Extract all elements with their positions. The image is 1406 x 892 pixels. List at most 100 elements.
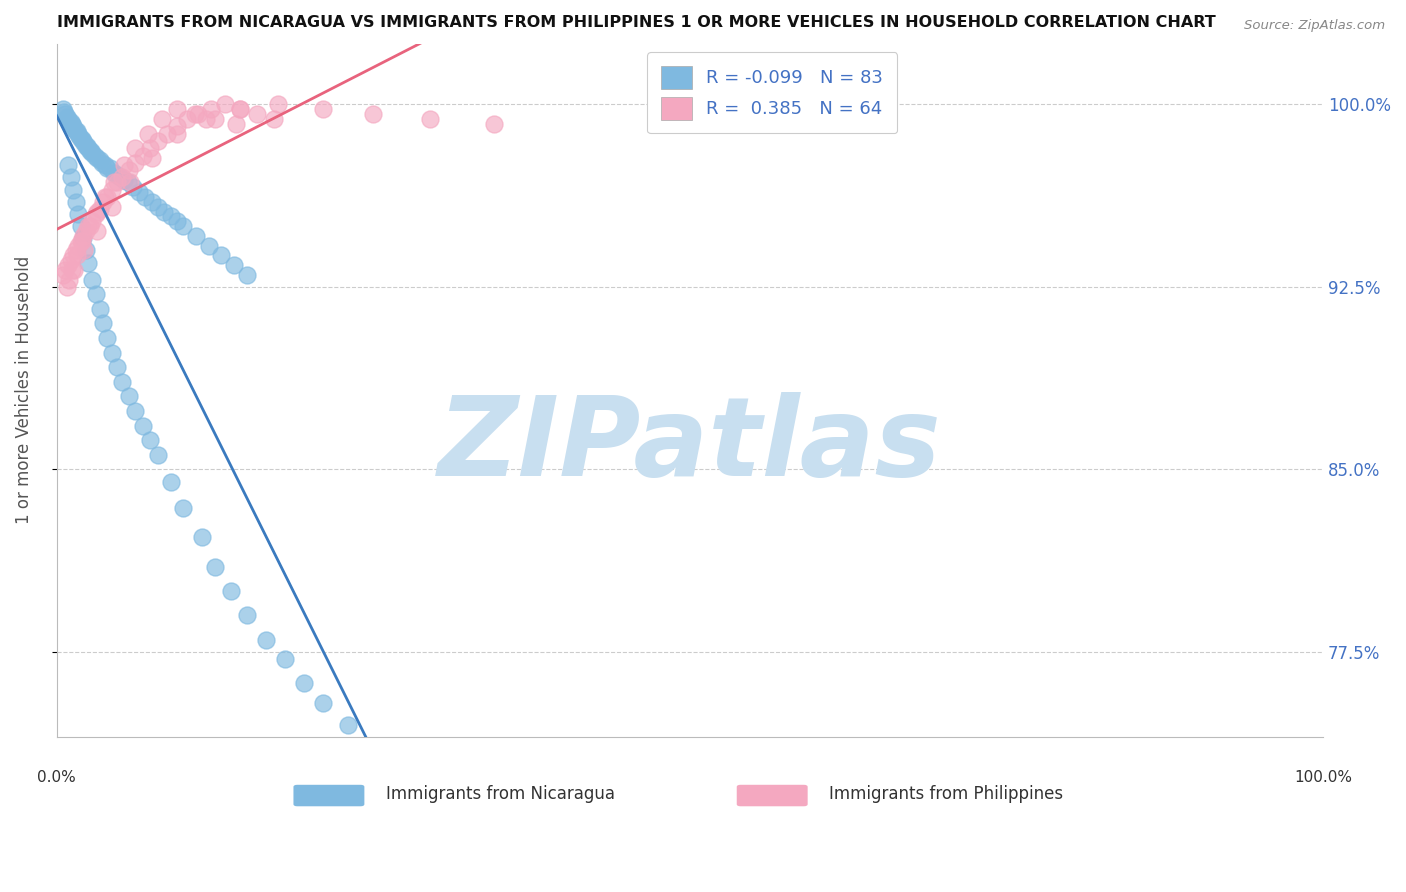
Point	[80, 272, 103, 286]
Point	[166, 120, 188, 134]
Point	[134, 190, 156, 204]
Point	[204, 559, 226, 574]
Point	[80, 144, 103, 158]
Point	[107, 175, 129, 189]
Point	[150, 112, 173, 126]
Point	[66, 248, 89, 262]
Point	[93, 317, 115, 331]
Point	[132, 148, 155, 162]
Point	[221, 584, 243, 599]
Point	[58, 114, 80, 128]
Point	[89, 153, 111, 168]
Point	[83, 148, 105, 162]
Point	[112, 158, 135, 172]
Point	[89, 202, 111, 216]
Point	[107, 360, 129, 375]
Point	[62, 120, 84, 134]
Point	[361, 107, 384, 121]
Point	[124, 156, 146, 170]
Point	[55, 107, 77, 121]
Point	[55, 263, 77, 277]
Point	[67, 129, 90, 144]
Point	[200, 103, 222, 117]
FancyBboxPatch shape	[737, 785, 807, 806]
Point	[166, 127, 188, 141]
Point	[80, 214, 103, 228]
Point	[195, 112, 218, 126]
Point	[70, 131, 93, 145]
Text: 0.0%: 0.0%	[37, 770, 76, 785]
Point	[89, 301, 111, 316]
Point	[111, 170, 134, 185]
Point	[136, 127, 159, 141]
Point	[118, 163, 141, 178]
Point	[59, 253, 82, 268]
Point	[55, 110, 77, 124]
Point	[267, 97, 290, 112]
Point	[229, 103, 252, 117]
Point	[128, 185, 150, 199]
Point	[55, 280, 77, 294]
Point	[53, 104, 76, 119]
Point	[159, 475, 181, 489]
Point	[84, 287, 107, 301]
Point	[73, 244, 96, 258]
Point	[63, 263, 86, 277]
Point	[67, 238, 90, 252]
Point	[58, 272, 80, 286]
Point	[56, 112, 79, 126]
Point	[62, 248, 84, 262]
Point	[84, 207, 107, 221]
Point	[77, 141, 100, 155]
Point	[103, 165, 125, 179]
Point	[96, 190, 118, 204]
Point	[263, 112, 285, 126]
Point	[72, 228, 94, 243]
Point	[292, 676, 315, 690]
Point	[93, 194, 115, 209]
Y-axis label: 1 or more Vehicles in Household: 1 or more Vehicles in Household	[15, 256, 32, 524]
Point	[146, 134, 169, 148]
Point	[77, 255, 100, 269]
Point	[120, 175, 142, 189]
Point	[76, 138, 98, 153]
Point	[101, 200, 124, 214]
Point	[197, 238, 219, 252]
Point	[79, 219, 101, 233]
Point	[60, 117, 83, 131]
Point	[56, 258, 79, 272]
Point	[93, 190, 115, 204]
Point	[73, 136, 96, 151]
Text: Immigrants from Philippines: Immigrants from Philippines	[830, 785, 1063, 803]
Point	[229, 103, 252, 117]
Text: IMMIGRANTS FROM NICARAGUA VS IMMIGRANTS FROM PHILIPPINES 1 OR MORE VEHICLES IN H: IMMIGRANTS FROM NICARAGUA VS IMMIGRANTS …	[56, 15, 1215, 30]
Point	[103, 175, 125, 189]
Point	[67, 207, 90, 221]
Point	[153, 204, 176, 219]
Point	[98, 161, 121, 175]
Point	[141, 151, 163, 165]
Point	[273, 652, 295, 666]
Point	[336, 718, 359, 732]
Point	[118, 389, 141, 403]
Text: Immigrants from Nicaragua: Immigrants from Nicaragua	[385, 785, 614, 803]
Point	[72, 134, 94, 148]
Point	[146, 200, 169, 214]
Point	[72, 231, 94, 245]
Point	[77, 219, 100, 233]
Point	[139, 433, 162, 447]
Point	[209, 248, 232, 262]
Point	[139, 141, 162, 155]
Point	[246, 107, 269, 121]
Point	[159, 210, 181, 224]
Point	[60, 263, 83, 277]
Point	[419, 112, 441, 126]
Point	[184, 228, 207, 243]
Point	[254, 632, 277, 647]
Point	[204, 112, 226, 126]
Point	[63, 121, 86, 136]
Point	[235, 608, 257, 623]
Point	[65, 194, 87, 209]
Point	[75, 138, 97, 153]
Point	[59, 114, 82, 128]
